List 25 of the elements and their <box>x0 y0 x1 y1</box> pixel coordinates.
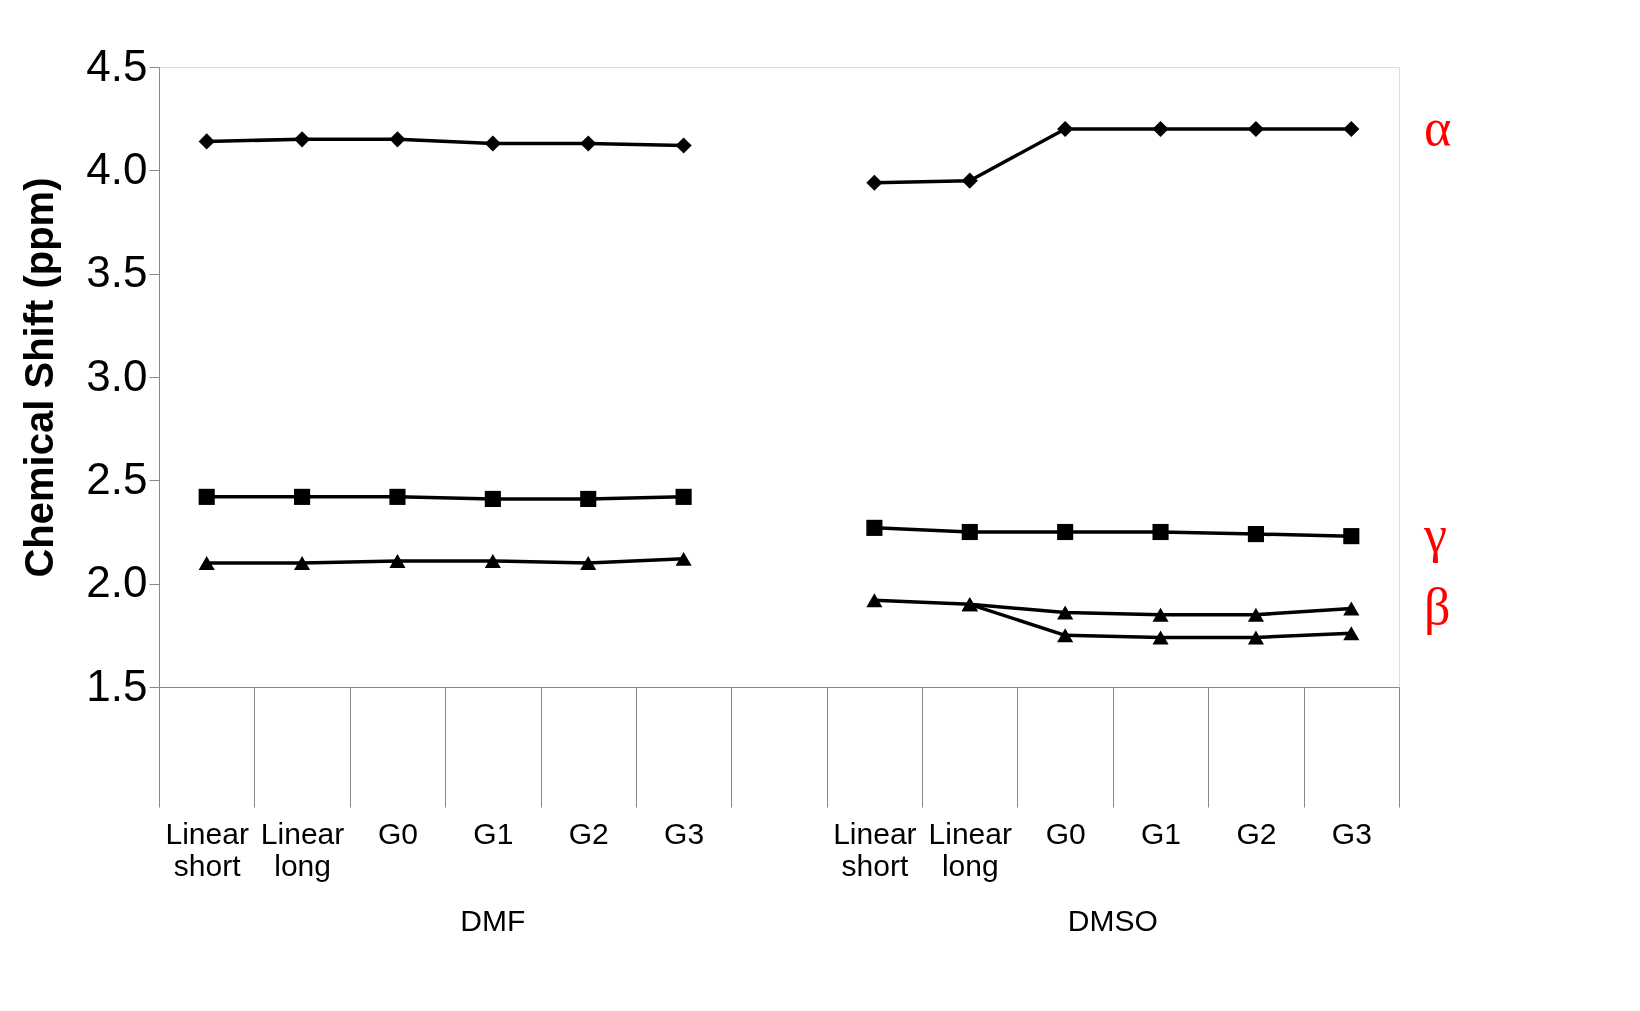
y-axis-title: Chemical Shift (ppm) <box>17 177 62 578</box>
x-tick-label: G3 <box>664 816 705 850</box>
text: DMSO <box>1067 904 1158 937</box>
y-tick-label: 3.5 <box>86 247 148 297</box>
text: DMF <box>460 904 526 937</box>
x-tick-label: Linear short <box>165 816 249 882</box>
y-tick-label: 3.0 <box>86 350 148 400</box>
y-tick-label: 4.0 <box>86 143 148 193</box>
y-tick-label: 4.5 <box>86 40 148 90</box>
y-tick-label: 2.0 <box>86 557 148 607</box>
text: β <box>1424 578 1451 636</box>
x-tick-label: G1 <box>1141 816 1182 850</box>
y-tick-label: 1.5 <box>86 660 148 710</box>
x-tick-label: Linear long <box>260 816 345 882</box>
x-tick-label: G2 <box>568 816 609 850</box>
x-tick-label: G0 <box>377 816 418 850</box>
x-tick-label: Linear short <box>833 816 917 882</box>
x-tick-label: G0 <box>1045 816 1086 850</box>
text: γ <box>1423 506 1447 564</box>
y-tick-label: 2.5 <box>86 453 148 503</box>
x-tick-label: G3 <box>1331 816 1372 850</box>
x-tick-label: Linear long <box>928 816 1012 882</box>
x-tick-label: G1 <box>473 816 514 850</box>
x-tick-label: G2 <box>1236 816 1277 850</box>
text: α <box>1424 99 1452 156</box>
